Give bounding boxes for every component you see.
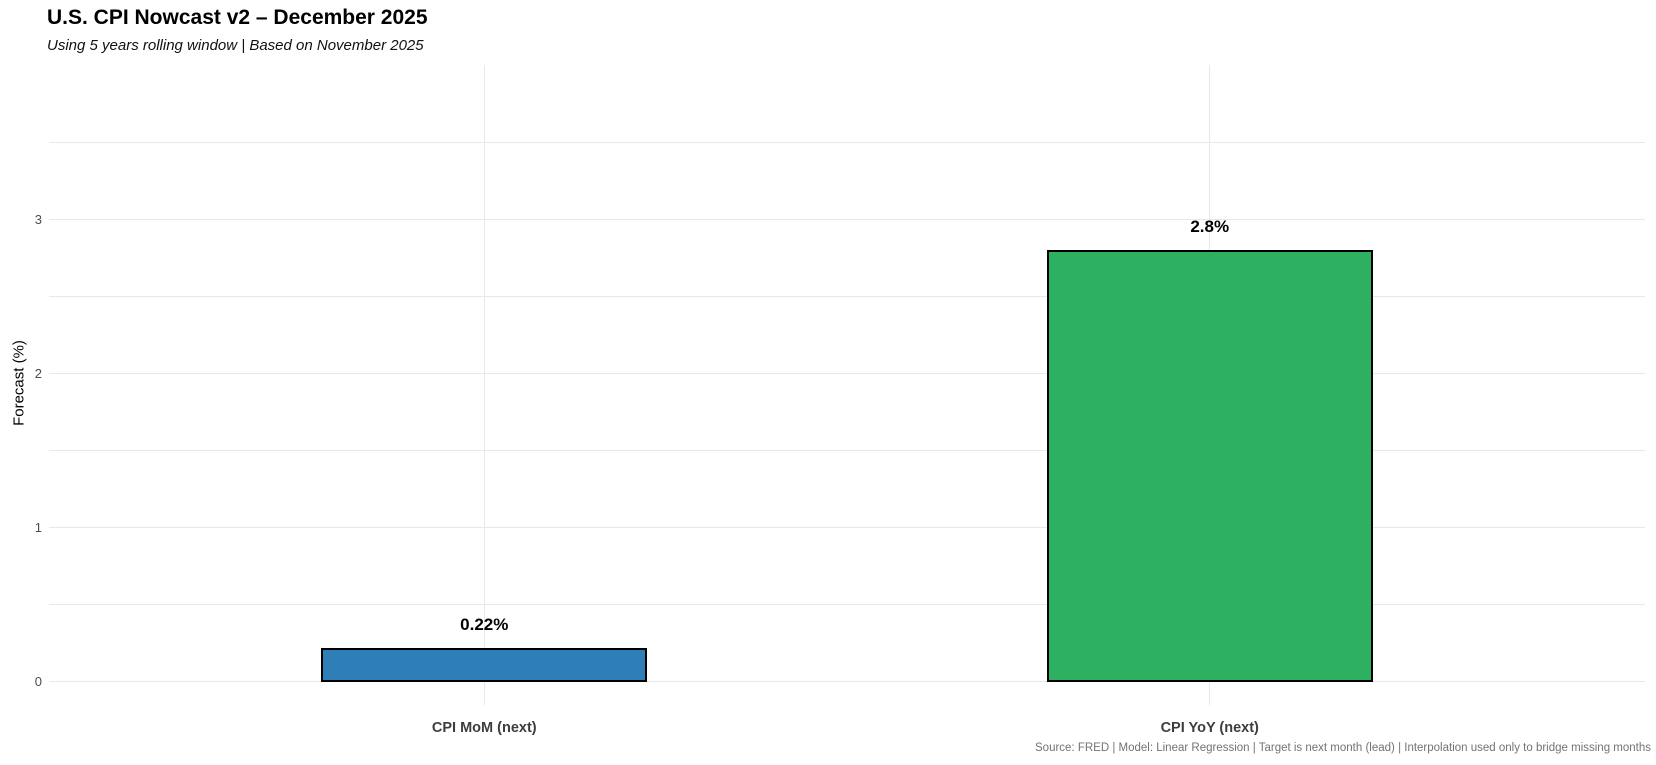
gridline-horizontal [49, 295, 1645, 297]
x-axis-category-label: CPI YoY (next) [1160, 720, 1259, 736]
gridline-horizontal [49, 372, 1645, 374]
source-caption: Source: FRED | Model: Linear Regression … [1035, 742, 1651, 754]
gridline-horizontal [49, 681, 1645, 683]
y-axis-tick-label: 0 [34, 674, 42, 690]
y-axis-tick-label: 1 [34, 520, 42, 536]
chart-title: U.S. CPI Nowcast v2 – December 2025 [47, 6, 428, 29]
plot-area: 0.22% 2.8% [49, 65, 1645, 705]
gridline-horizontal [49, 141, 1645, 143]
gridline-horizontal [49, 527, 1645, 529]
bar-value-label: 2.8% [1190, 217, 1230, 237]
bar-cpi-mom-next [321, 647, 648, 682]
bar-cpi-yoy-next [1046, 250, 1373, 682]
chart-subtitle: Using 5 years rolling window | Based on … [47, 37, 424, 54]
bar-value-label: 0.22% [460, 614, 509, 634]
x-axis-category-label: CPI MoM (next) [431, 720, 537, 736]
gridline-horizontal [49, 604, 1645, 606]
gridline-horizontal [49, 450, 1645, 452]
y-axis-tick-label: 2 [34, 365, 42, 381]
gridline-horizontal [49, 218, 1645, 220]
gridline-vertical [483, 65, 485, 705]
y-axis-title: Forecast (%) [10, 340, 28, 426]
y-axis-tick-label: 3 [34, 211, 42, 227]
